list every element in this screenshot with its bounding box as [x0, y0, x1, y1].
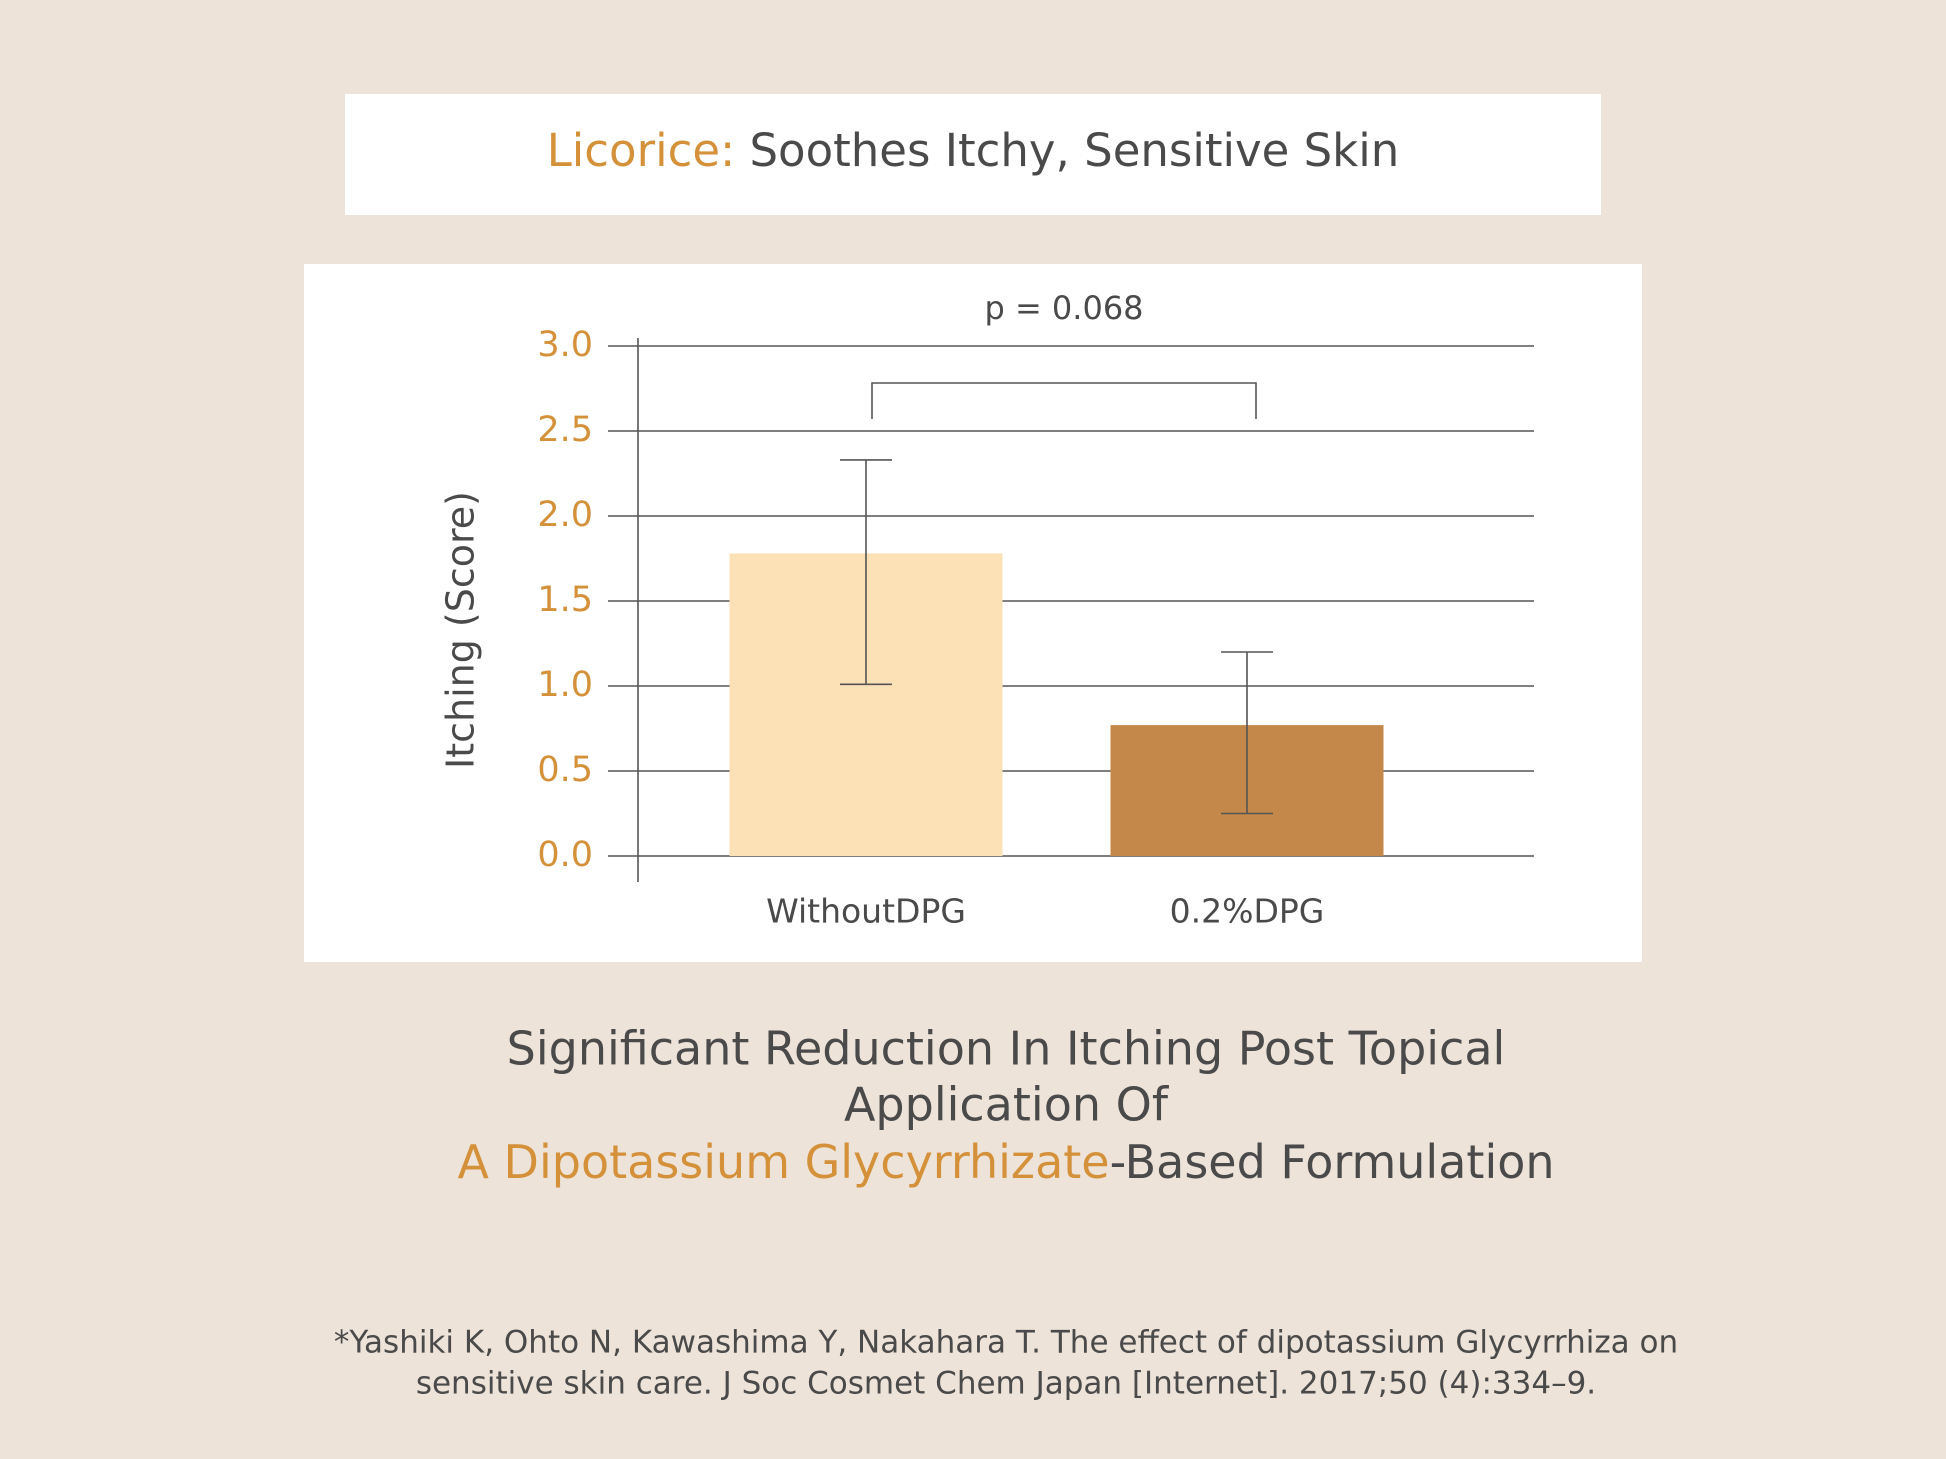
x-tick-label: 0.2%DPG — [1170, 892, 1325, 931]
y-tick-label: 3.0 — [537, 325, 593, 365]
y-tick-label: 1.5 — [537, 580, 593, 620]
reference-line: sensitive skin care. J Soc Cosmet Chem J… — [416, 1366, 1596, 1402]
y-tick-label: 2.0 — [537, 495, 593, 535]
caption-highlight: A Dipotassium Glycyrrhizate — [457, 1135, 1109, 1189]
y-tick-label: 1.0 — [537, 665, 593, 705]
x-tick-label: WithoutDPG — [766, 892, 966, 931]
caption-line: Significant Reduction In Itching Post To… — [507, 1022, 1506, 1076]
y-axis-label: Itching (Score) — [439, 491, 483, 769]
caption-line: Application Of — [844, 1078, 1170, 1132]
title: Licorice: Soothes Itchy, Sensitive Skin — [547, 124, 1400, 177]
y-tick-label: 0.5 — [537, 750, 593, 790]
title-box — [345, 94, 1601, 215]
caption-line: A Dipotassium Glycyrrhizate-Based Formul… — [457, 1135, 1554, 1189]
reference-line: *Yashiki K, Ohto N, Kawashima Y, Nakahar… — [334, 1325, 1678, 1361]
y-tick-label: 0.0 — [537, 835, 593, 875]
title-text: Soothes Itchy, Sensitive Skin — [749, 124, 1399, 177]
title-highlight: Licorice: — [547, 124, 735, 177]
caption-text: -Based Formulation — [1110, 1135, 1555, 1189]
annotation: p = 0.068 — [984, 289, 1143, 327]
y-tick-label: 2.5 — [537, 410, 593, 450]
chart: 0.0 0.5 1.0 1.5 2.0 2.5 3.0 Itching (Score) p = … — [439, 289, 1534, 931]
significance-bracket — [871, 382, 1257, 419]
